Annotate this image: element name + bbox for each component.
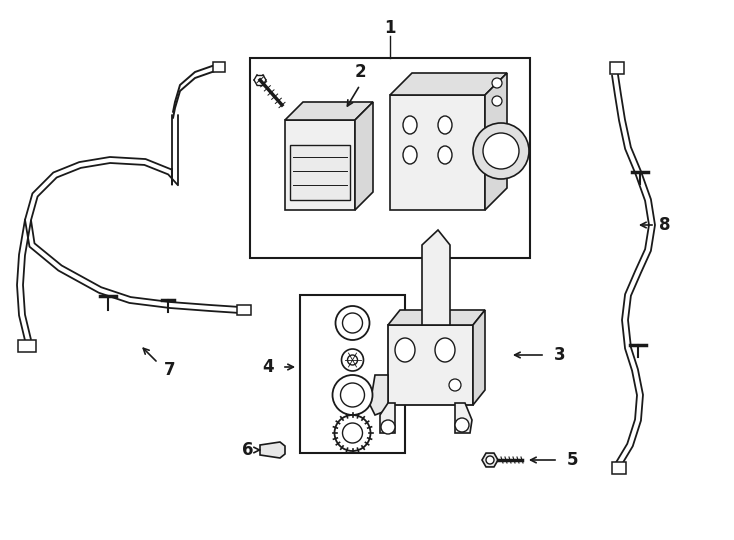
Polygon shape xyxy=(485,73,507,210)
Polygon shape xyxy=(260,442,285,458)
Circle shape xyxy=(455,418,469,432)
Polygon shape xyxy=(473,310,485,405)
Circle shape xyxy=(335,306,369,340)
Bar xyxy=(250,58,530,258)
Polygon shape xyxy=(482,453,498,467)
Bar xyxy=(18,340,36,352)
Ellipse shape xyxy=(403,146,417,164)
Polygon shape xyxy=(285,102,373,120)
Polygon shape xyxy=(355,102,373,210)
Circle shape xyxy=(492,96,502,106)
Text: 8: 8 xyxy=(659,216,671,234)
Circle shape xyxy=(473,123,529,179)
Text: 6: 6 xyxy=(242,441,254,459)
Ellipse shape xyxy=(395,338,415,362)
Text: 1: 1 xyxy=(385,19,396,37)
Ellipse shape xyxy=(438,116,452,134)
Bar xyxy=(388,325,473,405)
Text: 7: 7 xyxy=(164,361,176,379)
Polygon shape xyxy=(380,403,395,433)
Circle shape xyxy=(343,313,363,333)
Bar xyxy=(300,295,405,453)
Circle shape xyxy=(343,423,363,443)
Circle shape xyxy=(341,383,365,407)
Ellipse shape xyxy=(403,116,417,134)
Bar xyxy=(612,462,626,474)
Text: 5: 5 xyxy=(566,451,578,469)
Bar xyxy=(610,62,624,74)
Polygon shape xyxy=(455,403,472,433)
Polygon shape xyxy=(422,230,450,325)
Circle shape xyxy=(381,420,395,434)
Circle shape xyxy=(486,456,494,464)
Circle shape xyxy=(333,375,372,415)
Polygon shape xyxy=(388,310,485,325)
Bar xyxy=(213,62,225,72)
Ellipse shape xyxy=(438,146,452,164)
Circle shape xyxy=(335,415,371,451)
Polygon shape xyxy=(370,375,388,415)
Bar xyxy=(285,120,355,210)
Text: 4: 4 xyxy=(262,358,274,376)
Circle shape xyxy=(341,349,363,371)
Text: 2: 2 xyxy=(355,63,366,81)
Circle shape xyxy=(492,78,502,88)
Bar xyxy=(290,145,350,200)
Circle shape xyxy=(449,379,461,391)
Circle shape xyxy=(347,355,357,365)
Bar xyxy=(237,305,251,315)
Ellipse shape xyxy=(435,338,455,362)
Text: 3: 3 xyxy=(554,346,566,364)
Circle shape xyxy=(483,133,519,169)
Bar xyxy=(390,95,485,210)
Polygon shape xyxy=(390,73,507,95)
